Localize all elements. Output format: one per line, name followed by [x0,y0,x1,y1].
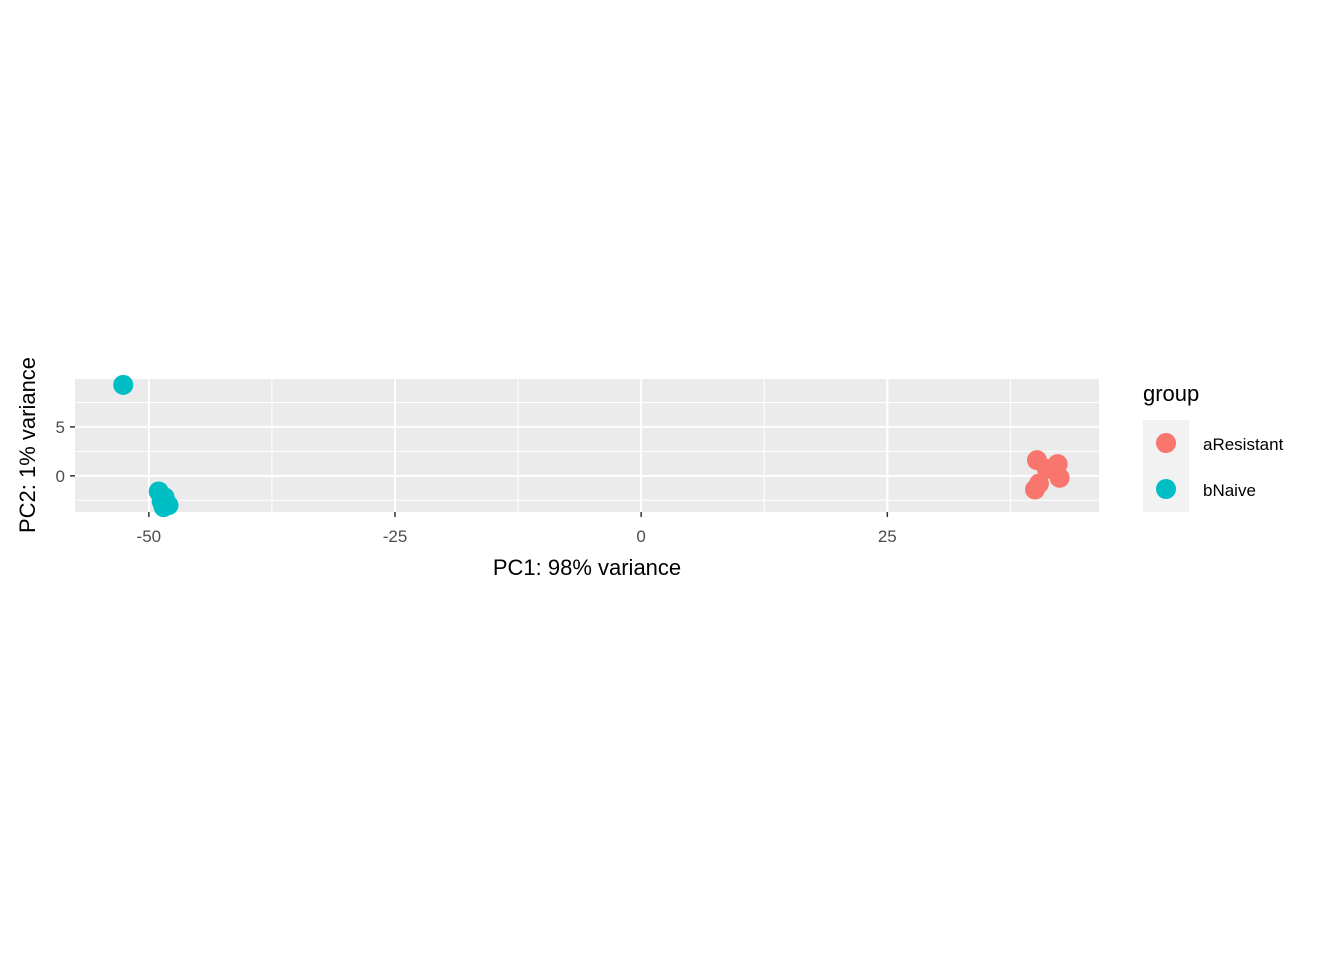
data-points [113,374,1070,518]
y-tick-label: 0 [56,467,65,486]
x-axis-ticks: -50 -25 0 25 [137,512,897,546]
plot-panel-background [75,379,1099,512]
x-tick-label: -50 [137,527,162,546]
minor-gridlines [75,379,1099,512]
y-axis-ticks: 05 [56,418,75,486]
legend: group aResistant bNaive [1143,381,1284,512]
y-tick-label: 5 [56,418,65,437]
legend-label-bNaive: bNaive [1203,481,1256,500]
x-tick-label: 0 [636,527,645,546]
x-tick-label: -25 [383,527,408,546]
data-point-aResistant [1049,467,1070,488]
legend-key-bNaive [1156,479,1176,499]
data-point-aResistant [1025,479,1045,500]
legend-key-aResistant [1156,433,1176,453]
x-axis-title: PC1: 98% variance [493,555,681,580]
y-axis-title: PC2: 1% variance [15,357,40,533]
major-gridlines [75,379,1099,512]
x-tick-label: 25 [878,527,897,546]
data-point-bNaive [113,374,134,395]
legend-label-aResistant: aResistant [1203,435,1284,454]
data-point-bNaive [153,497,174,518]
legend-title: group [1143,381,1199,406]
